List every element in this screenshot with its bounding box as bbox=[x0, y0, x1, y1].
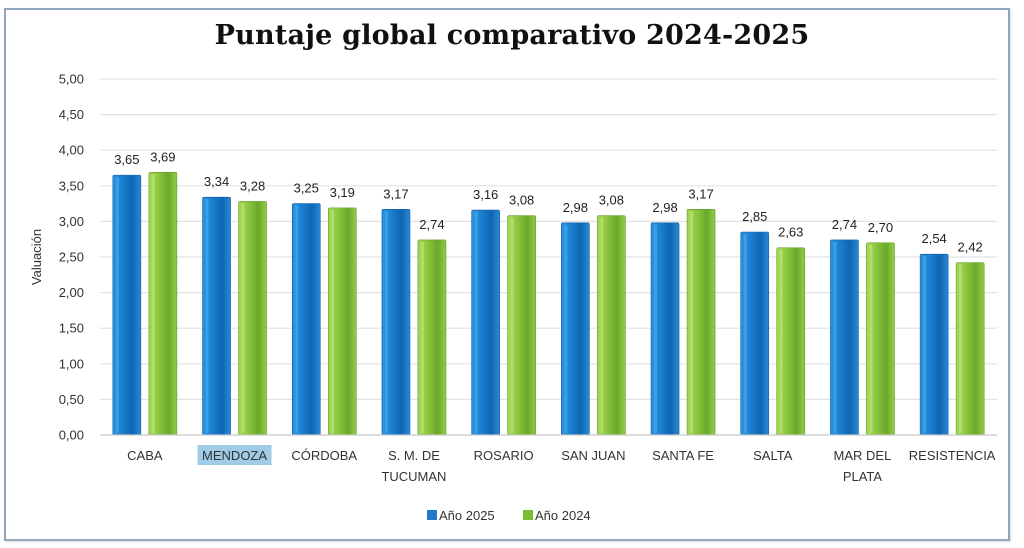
data-label: 3,08 bbox=[509, 193, 534, 208]
bar-highlight bbox=[564, 224, 568, 433]
bar-highlight bbox=[151, 174, 155, 433]
bar-highlight bbox=[600, 217, 604, 433]
data-labels: 3,65 3,69 3,34 3,28 3,25 3,19 3,17 2,74 3,16 3,08… bbox=[114, 149, 983, 254]
bar-highlight bbox=[959, 264, 963, 433]
bar-highlight bbox=[690, 211, 694, 433]
y-tick-label: 1,50 bbox=[59, 321, 84, 336]
gridlines bbox=[100, 78, 997, 400]
y-tick-label: 3,00 bbox=[59, 214, 84, 229]
legend-swatch-2024 bbox=[523, 510, 533, 520]
bar-highlight bbox=[923, 256, 927, 433]
category-label: PLATA bbox=[843, 469, 883, 484]
data-label: 2,63 bbox=[778, 225, 803, 240]
y-tick-label: 5,00 bbox=[59, 72, 84, 87]
category-label: RESISTENCIA bbox=[909, 448, 996, 463]
bar-highlight bbox=[205, 199, 209, 433]
data-label: 2,74 bbox=[832, 217, 857, 232]
bar-highlight bbox=[654, 224, 658, 433]
bar-highlight bbox=[779, 249, 783, 433]
data-label: 3,16 bbox=[473, 187, 498, 202]
data-label: 2,98 bbox=[652, 200, 677, 215]
bar-highlight bbox=[869, 244, 873, 433]
category-label: SALTA bbox=[753, 448, 793, 463]
legend-label-2025: Año 2025 bbox=[439, 508, 495, 523]
category-label: MENDOZA bbox=[202, 448, 267, 463]
y-axis-ticks: 0,00 0,50 1,00 1,50 2,00 2,50 3,00 3,50 4,00 4,50… bbox=[59, 72, 84, 443]
legend-label-2024: Año 2024 bbox=[535, 508, 591, 523]
data-label: 2,70 bbox=[868, 220, 893, 235]
chart-title: Puntaje global comparativo 2024-2025 bbox=[214, 20, 810, 51]
category-label: SANTA FE bbox=[652, 448, 714, 463]
bar-highlight bbox=[474, 212, 478, 433]
data-label: 3,65 bbox=[114, 152, 139, 167]
data-label: 3,17 bbox=[383, 186, 408, 201]
category-label: SAN JUAN bbox=[561, 448, 625, 463]
category-label: ROSARIO bbox=[474, 448, 534, 463]
category-label: TUCUMAN bbox=[381, 469, 446, 484]
data-label: 2,74 bbox=[419, 217, 444, 232]
data-label: 2,42 bbox=[957, 240, 982, 255]
y-tick-label: 0,00 bbox=[59, 428, 84, 443]
bars bbox=[112, 171, 985, 436]
y-tick-label: 2,50 bbox=[59, 250, 84, 265]
category-label: S. M. DE bbox=[388, 448, 440, 463]
data-label: 3,34 bbox=[204, 174, 229, 189]
bar-highlight bbox=[115, 177, 119, 433]
category-label: MAR DEL bbox=[834, 448, 892, 463]
bar-highlight bbox=[384, 211, 388, 433]
data-label: 2,54 bbox=[921, 231, 946, 246]
data-label: 3,08 bbox=[599, 193, 624, 208]
y-tick-label: 0,50 bbox=[59, 392, 84, 407]
data-label: 3,25 bbox=[294, 181, 319, 196]
bar-highlight bbox=[295, 205, 299, 433]
bar-highlight bbox=[420, 241, 424, 433]
y-tick-label: 1,00 bbox=[59, 356, 84, 371]
data-label: 2,85 bbox=[742, 209, 767, 224]
category-label: CÓRDOBA bbox=[291, 448, 357, 463]
data-label: 3,69 bbox=[150, 149, 175, 164]
data-label: 2,98 bbox=[563, 200, 588, 215]
legend-swatch-2025 bbox=[427, 510, 437, 520]
bar-highlight bbox=[331, 209, 335, 433]
y-tick-label: 3,50 bbox=[59, 178, 84, 193]
data-label: 3,28 bbox=[240, 178, 265, 193]
bar-highlight bbox=[833, 241, 837, 433]
y-tick-label: 4,50 bbox=[59, 107, 84, 122]
y-tick-label: 2,00 bbox=[59, 285, 84, 300]
y-axis-label: Valuación bbox=[29, 229, 44, 285]
data-label: 3,17 bbox=[688, 186, 713, 201]
legend: Año 2025 Año 2024 bbox=[427, 508, 591, 523]
bar-highlight bbox=[743, 234, 747, 433]
data-label: 3,19 bbox=[330, 185, 355, 200]
x-axis-categories: CABA MENDOZA CÓRDOBA S. M. DE TUCUMAN ROSARIO… bbox=[127, 445, 996, 484]
category-label: CABA bbox=[127, 448, 163, 463]
bar-highlight bbox=[241, 203, 245, 433]
bar-highlight bbox=[510, 217, 514, 433]
y-tick-label: 4,00 bbox=[59, 143, 84, 158]
category-highlight bbox=[197, 445, 272, 465]
